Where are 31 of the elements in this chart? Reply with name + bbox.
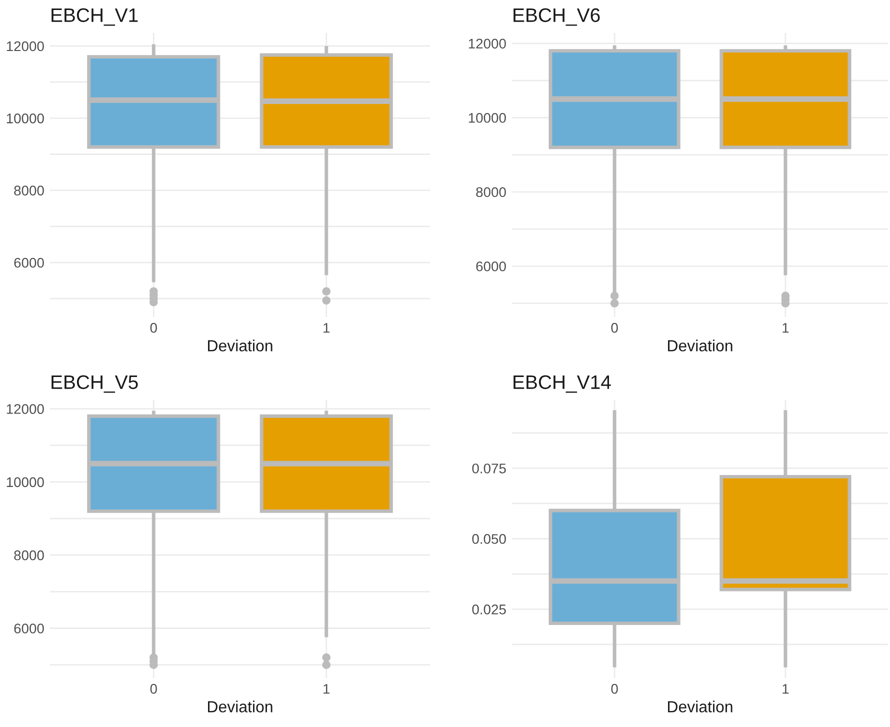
y-tick-label: 0.050 [472,534,506,544]
y-tick-label: 0.075 [472,464,506,474]
x-axis-title: Deviation [668,700,732,712]
y-tick-label: 8000 [14,550,44,560]
x-tick-label: 0 [611,684,618,694]
x-tick-label: 0 [150,322,157,333]
x-tick-label: 0 [611,322,618,333]
y-tick-label: 6000 [14,624,44,634]
y-tick-label: 6000 [476,261,506,272]
y-tick-label: 12000 [468,38,506,49]
x-tick-label: 0 [150,684,157,694]
chart-title: EBCH_V6 [514,8,600,26]
x-tick-label: 1 [324,323,330,333]
y-tick-label: 8000 [476,187,506,198]
chart-title: EBCH_V1 [52,8,138,26]
x-axis-title: Deviation [208,700,272,712]
y-tick-label: 12000 [6,41,44,52]
chart-title: EBCH_V14 [514,375,611,393]
x-tick-label: 1 [782,323,789,333]
x-axis-title: Deviation [208,340,272,352]
x-axis-title: Deviation [668,340,732,352]
x-tick-label: 1 [324,684,330,694]
y-tick-label: 10000 [468,112,506,123]
y-tick-label: 10000 [6,477,44,488]
y-tick-label: 6000 [14,258,44,268]
y-tick-label: 0.025 [472,604,506,614]
y-tick-label: 10000 [6,114,44,124]
y-tick-label: 8000 [14,186,44,196]
y-tick-label: 12000 [6,404,44,414]
x-tick-label: 1 [782,684,789,694]
chart-title: EBCH_V5 [52,375,138,393]
